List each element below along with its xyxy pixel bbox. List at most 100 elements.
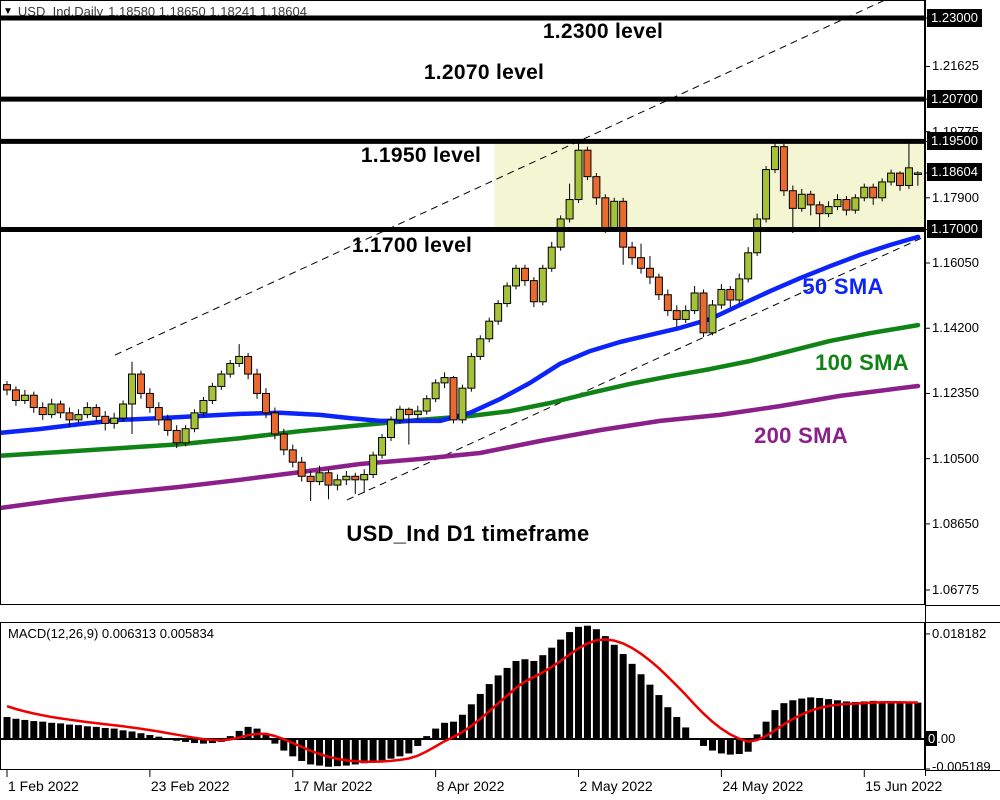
macd-histogram-bar (3, 717, 11, 739)
candle-bear (619, 200, 628, 248)
candle-bull (878, 181, 887, 199)
annotation-sma200: 200 SMA (754, 423, 848, 448)
macd-histogram-bar (655, 695, 663, 739)
candle-bull (904, 167, 913, 186)
candle-bull (717, 288, 726, 306)
macd-histogram-bar (878, 701, 886, 739)
candle-bull (913, 172, 922, 175)
macd-histogram-bar (432, 728, 440, 739)
candle-bull (681, 310, 690, 320)
macd-histogram-bar (351, 739, 359, 765)
macd-histogram-bar (583, 625, 591, 739)
candle-bear (449, 377, 458, 421)
price-axis-label: 1.08650 (932, 515, 979, 531)
price-axis-badge: 1.23000 (927, 8, 982, 27)
symbol-dropdown-icon[interactable]: ▼ (3, 6, 13, 17)
candle-bull (538, 267, 547, 303)
macd-histogram-bar (74, 725, 82, 739)
macd-panel-border (0, 622, 925, 770)
candle-bull (574, 149, 583, 201)
macd-histogram-bar (101, 728, 109, 739)
macd-histogram-bar (360, 739, 368, 764)
candle-bear (404, 408, 413, 416)
macd-histogram-bar (682, 727, 690, 739)
candle-bull (315, 472, 324, 483)
macd-histogram-bar (39, 721, 47, 739)
macd-histogram-bar (182, 739, 190, 742)
candle-bull (128, 373, 137, 405)
macd-histogram-bar (851, 702, 859, 739)
price-axis-label: 1.21625 (932, 58, 979, 74)
macd-histogram-bar (128, 731, 136, 739)
candle-bull (181, 428, 190, 444)
macd-histogram-bar (280, 739, 288, 751)
candle-bear (154, 407, 163, 421)
candle-bull (342, 475, 351, 481)
date-label: 15 Jun 2022 (865, 778, 943, 794)
candle-bear (253, 373, 262, 394)
main-panel-border (0, 0, 925, 605)
candle-bull (431, 382, 440, 400)
macd-histogram-bar (164, 738, 172, 740)
date-label: 2 May 2022 (579, 778, 653, 794)
macd-histogram-bar (298, 739, 306, 761)
macd-histogram-bar (12, 718, 20, 739)
macd-histogram-bar (21, 719, 29, 739)
candle-bear (261, 392, 270, 414)
candle-bull (190, 412, 199, 430)
macd-histogram-bar (262, 734, 270, 739)
candle-bull (887, 172, 896, 183)
annotation-sma50: 50 SMA (802, 274, 884, 299)
candle-bull (386, 419, 395, 439)
candle-bull (556, 218, 565, 248)
candle-bull (199, 399, 208, 414)
price-axis-label: 1.10500 (932, 450, 979, 466)
macd-histogram-bar (458, 714, 466, 739)
annotation-level-12300: 1.2300 level (542, 20, 664, 43)
macd-histogram-bar (887, 702, 895, 739)
macd-histogram-bar (476, 693, 484, 739)
candle-bear (601, 197, 610, 229)
candle-bull (333, 479, 342, 486)
macd-histogram-bar (914, 702, 922, 739)
macd-histogram-bar (57, 723, 65, 739)
price-axis-badge: 1.20700 (927, 89, 982, 108)
trendline[interactable] (114, 0, 886, 356)
macd-axis-label: 0.00 (926, 731, 956, 746)
candle-bull (467, 355, 476, 389)
candle-bear (663, 294, 672, 312)
macd-histogram-bar (860, 701, 868, 739)
macd-histogram-bar (467, 704, 475, 739)
macd-histogram-bar (530, 660, 538, 739)
date-label: 8 Apr 2022 (436, 778, 505, 794)
macd-histogram-bar (896, 702, 904, 739)
candle-bear (726, 288, 735, 301)
chart-title: ▼ USD_Ind,Daily 1.18580 1.18650 1.18241 … (3, 4, 307, 19)
candle-bear (583, 149, 592, 178)
macd-histogram-bar (717, 739, 725, 754)
candle-bull (512, 267, 521, 287)
macd-histogram-bar (235, 730, 243, 739)
macd-histogram-bar (691, 739, 699, 740)
candle-bear (38, 407, 47, 416)
macd-histogram-bar (66, 724, 74, 739)
macd-histogram-bar (244, 726, 252, 739)
candle-bear (592, 176, 601, 199)
macd-histogram-bar (673, 717, 681, 739)
candle-bear (815, 204, 824, 215)
candle-bull (83, 407, 92, 416)
macd-histogram-bar (539, 655, 547, 739)
candle-bull (851, 197, 860, 211)
time-axis[interactable]: 1 Feb 2022 23 Feb 2022 17 Mar 2022 8 Apr 20… (0, 772, 1000, 800)
candle-bull (494, 303, 503, 322)
macd-histogram-bar (342, 739, 350, 766)
candle-bull (547, 246, 556, 269)
macd-histogram-bar (83, 726, 91, 739)
candle-bear (896, 172, 904, 186)
price-axis[interactable]: 1.230001.216251.207001.197751.195001.186… (925, 0, 1000, 800)
candle-bull (413, 410, 422, 416)
macd-histogram-bar (289, 739, 297, 757)
candle-bull (485, 320, 494, 340)
date-label: 1 Feb 2022 (8, 778, 79, 794)
